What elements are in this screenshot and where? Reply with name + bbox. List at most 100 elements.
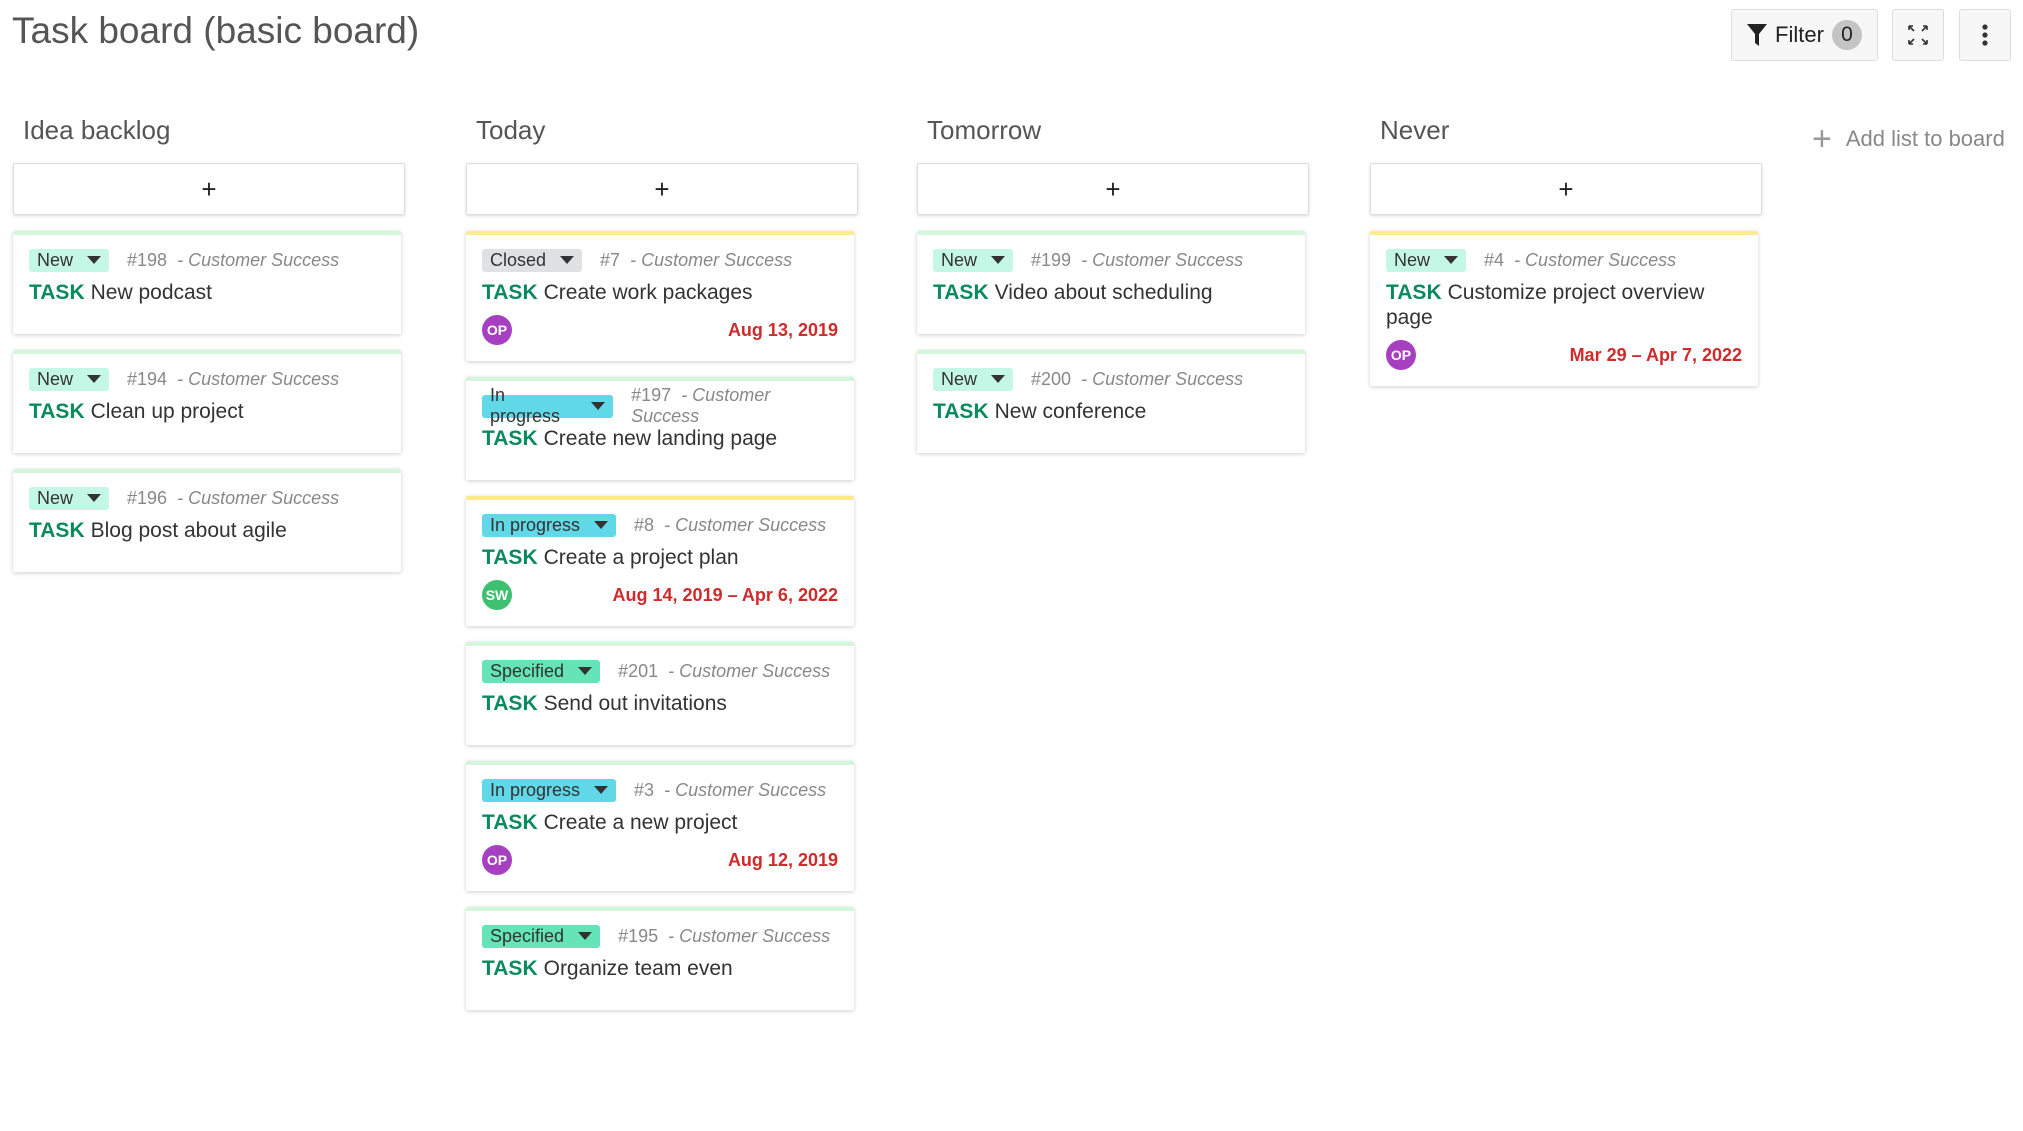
- card-id[interactable]: #3: [634, 779, 655, 800]
- status-dropdown[interactable]: Closed: [482, 248, 583, 272]
- add-card-button[interactable]: +: [13, 163, 405, 215]
- status-dropdown[interactable]: In progress: [482, 778, 617, 802]
- task-card[interactable]: In progress #8 - Customer Success TASK Cr…: [466, 496, 854, 626]
- card-meta: #7 - Customer Success: [600, 250, 792, 271]
- card-id[interactable]: #4: [1484, 249, 1505, 270]
- caret-down-icon: [578, 932, 593, 940]
- card-project: - Customer Success: [177, 368, 340, 389]
- card-id[interactable]: #200: [1031, 368, 1072, 389]
- card-id[interactable]: #196: [127, 487, 168, 508]
- avatar[interactable]: OP: [482, 845, 512, 875]
- card-type: TASK: [29, 400, 85, 423]
- status-dropdown[interactable]: New: [29, 248, 110, 272]
- task-card[interactable]: New #200 - Customer Success TASK New conf…: [917, 350, 1305, 453]
- status-label: New: [37, 368, 74, 389]
- card-id[interactable]: #197: [631, 385, 672, 405]
- card-meta: #194 - Customer Success: [127, 369, 339, 390]
- status-dropdown[interactable]: New: [29, 486, 110, 510]
- status-label: In progress: [490, 385, 561, 426]
- status-label: In progress: [490, 514, 581, 535]
- card-project: - Customer Success: [1081, 368, 1244, 389]
- card-project: - Customer Success: [664, 779, 827, 800]
- task-card[interactable]: Specified #201 - Customer Success TASK Se…: [466, 642, 854, 745]
- caret-down-icon: [594, 521, 609, 529]
- card-date: Aug 13, 2019: [727, 319, 838, 340]
- add-card-button[interactable]: +: [1370, 163, 1762, 215]
- status-dropdown[interactable]: New: [933, 248, 1014, 272]
- task-card[interactable]: In progress #3 - Customer Success TASK Cr…: [466, 761, 854, 891]
- task-card[interactable]: In progress #197 - Customer Success TASK…: [466, 377, 854, 480]
- filter-button[interactable]: Filter 0: [1731, 9, 1878, 61]
- task-card[interactable]: New #198 - Customer Success TASK New podc…: [13, 231, 401, 334]
- card-id[interactable]: #194: [127, 368, 168, 389]
- add-list-label: Add list to board: [1845, 126, 2005, 151]
- card-subject[interactable]: Video about scheduling: [994, 281, 1213, 304]
- status-dropdown[interactable]: In progress: [482, 385, 614, 426]
- caret-down-icon: [591, 402, 606, 410]
- column-title[interactable]: Never: [1380, 115, 1450, 145]
- status-dropdown[interactable]: New: [29, 367, 110, 391]
- fullscreen-button[interactable]: [1892, 9, 1944, 61]
- add-card-button[interactable]: +: [466, 163, 858, 215]
- task-card[interactable]: New #194 - Customer Success TASK Clean up…: [13, 350, 401, 453]
- avatar[interactable]: OP: [482, 315, 512, 345]
- card-project: - Customer Success: [630, 249, 793, 270]
- card-subject[interactable]: Create new landing page: [543, 427, 778, 450]
- card-subject[interactable]: Clean up project: [90, 400, 244, 423]
- card-id[interactable]: #199: [1031, 249, 1072, 270]
- card-project: - Customer Success: [631, 385, 771, 426]
- card-id[interactable]: #201: [618, 660, 659, 681]
- column-today: Today + Closed #7 - Customer Success TAS…: [466, 112, 858, 1010]
- caret-down-icon: [1444, 256, 1459, 264]
- card-subject[interactable]: New podcast: [90, 281, 213, 304]
- card-id[interactable]: #8: [634, 514, 655, 535]
- card-subject[interactable]: Send out invitations: [543, 692, 727, 715]
- status-dropdown[interactable]: In progress: [482, 513, 617, 537]
- card-date: Aug 12, 2019: [727, 849, 838, 870]
- status-dropdown[interactable]: Specified: [482, 659, 601, 683]
- card-subject[interactable]: Create work packages: [543, 281, 753, 304]
- card-type: TASK: [482, 692, 538, 715]
- card-subject[interactable]: Create a project plan: [543, 546, 739, 569]
- task-card[interactable]: New #196 - Customer Success TASK Blog pos…: [13, 469, 401, 572]
- status-dropdown[interactable]: New: [933, 367, 1014, 391]
- column-idea-backlog: Idea backlog + New #198 - Customer Succe…: [13, 112, 405, 572]
- card-id[interactable]: #198: [127, 249, 168, 270]
- status-label: New: [37, 487, 74, 508]
- add-card-button[interactable]: +: [917, 163, 1309, 215]
- avatar[interactable]: OP: [1386, 340, 1416, 370]
- card-project: - Customer Success: [1081, 249, 1244, 270]
- card-subject[interactable]: New conference: [994, 400, 1147, 423]
- status-dropdown[interactable]: Specified: [482, 924, 601, 948]
- card-type: TASK: [29, 519, 85, 542]
- column-title[interactable]: Tomorrow: [927, 115, 1042, 145]
- card-subject[interactable]: Create a new project: [543, 811, 738, 834]
- filter-label: Filter: [1775, 22, 1824, 47]
- status-dropdown[interactable]: New: [1386, 248, 1467, 272]
- card-id[interactable]: #195: [618, 925, 659, 946]
- card-type: TASK: [482, 546, 538, 569]
- card-type: TASK: [482, 427, 538, 450]
- page-title: Task board (basic board): [12, 10, 420, 51]
- task-card[interactable]: Specified #195 - Customer Success TASK Or…: [466, 907, 854, 1010]
- card-subject[interactable]: Customize project overview page: [1386, 281, 1705, 329]
- column-title[interactable]: Today: [476, 115, 546, 145]
- caret-down-icon: [594, 786, 609, 794]
- column-title[interactable]: Idea backlog: [23, 115, 171, 145]
- task-card[interactable]: New #199 - Customer Success TASK Video ab…: [917, 231, 1305, 334]
- more-menu-button[interactable]: [1959, 9, 2011, 61]
- add-list-button[interactable]: + Add list to board: [1812, 122, 2005, 156]
- task-card[interactable]: Closed #7 - Customer Success TASK Create …: [466, 231, 854, 361]
- status-label: New: [941, 249, 978, 270]
- card-subject[interactable]: Blog post about agile: [90, 519, 287, 542]
- avatar[interactable]: SW: [482, 580, 512, 610]
- task-card[interactable]: New #4 - Customer Success TASK Customize …: [1370, 231, 1758, 386]
- card-meta: #196 - Customer Success: [127, 488, 339, 509]
- card-type: TASK: [1386, 281, 1442, 304]
- card-meta: #8 - Customer Success: [634, 515, 826, 536]
- status-label: In progress: [490, 779, 581, 800]
- card-type: TASK: [482, 281, 538, 304]
- card-subject[interactable]: Organize team even: [543, 957, 733, 980]
- column-never: Never + New #4 - Customer Success TASK Cu…: [1370, 112, 1762, 386]
- card-id[interactable]: #7: [600, 249, 621, 270]
